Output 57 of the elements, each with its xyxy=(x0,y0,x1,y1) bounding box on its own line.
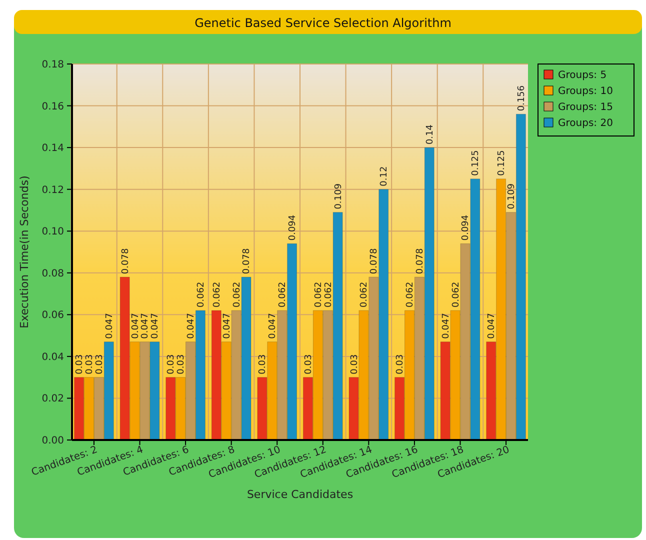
data-label: 0.125 xyxy=(471,150,482,176)
data-label: 0.03 xyxy=(304,354,314,374)
data-label: 0.109 xyxy=(507,183,517,210)
data-label: 0.062 xyxy=(405,282,416,308)
data-label: 0.047 xyxy=(268,313,278,339)
data-label: 0.062 xyxy=(212,282,222,308)
data-label: 0.047 xyxy=(222,313,232,339)
x-axis-title: Service Candidates xyxy=(246,488,354,501)
y-axis-title: Execution Time(in Seconds) xyxy=(18,176,31,328)
chart-title: Genetic Based Service Selection Algorithm xyxy=(194,16,452,30)
y-tick-label: 0.04 xyxy=(42,352,64,363)
data-label: 0.047 xyxy=(487,313,498,339)
y-tick-label: 0.16 xyxy=(42,101,64,112)
data-label: 0.125 xyxy=(497,150,508,176)
data-label: 0.078 xyxy=(120,248,131,274)
data-label: 0.03 xyxy=(75,354,86,374)
data-label: 0.03 xyxy=(85,354,95,374)
data-label: 0.062 xyxy=(232,282,242,308)
data-label: 0.047 xyxy=(104,313,115,339)
data-label: 0.062 xyxy=(196,282,206,308)
y-tick-label: 0.14 xyxy=(42,143,64,154)
y-tick-label: 0.06 xyxy=(42,310,64,322)
y-tick-label: 0.18 xyxy=(42,60,64,70)
data-label: 0.047 xyxy=(150,313,161,339)
y-tick-label: 0.08 xyxy=(42,268,64,280)
data-label: 0.03 xyxy=(258,354,268,374)
data-label: 0.094 xyxy=(288,214,298,241)
y-tick-label: 0.02 xyxy=(42,394,64,405)
y-tick-label: 0.10 xyxy=(42,226,64,238)
data-label: 0.062 xyxy=(278,282,288,308)
legend-label: Groups: 20 xyxy=(558,118,613,129)
data-label: 0.047 xyxy=(140,313,151,339)
data-label: 0.12 xyxy=(380,166,390,186)
y-tick-label: 0.00 xyxy=(42,436,64,446)
data-label: 0.03 xyxy=(176,354,187,374)
data-label: 0.062 xyxy=(360,282,370,308)
data-label: 0.047 xyxy=(186,313,197,339)
data-label: 0.109 xyxy=(334,183,344,210)
data-label: 0.062 xyxy=(451,282,462,308)
data-label: 0.078 xyxy=(415,248,426,274)
legend-label: Groups: 15 xyxy=(558,102,613,113)
y-tick-label: 0.12 xyxy=(42,184,64,196)
data-label: 0.14 xyxy=(425,124,436,145)
data-label: 0.062 xyxy=(314,282,324,308)
data-label: 0.03 xyxy=(166,354,177,374)
data-label: 0.03 xyxy=(350,354,360,374)
data-label: 0.078 xyxy=(370,248,380,274)
data-label: 0.047 xyxy=(130,313,141,339)
data-label: 0.03 xyxy=(396,354,406,374)
data-label: 0.03 xyxy=(94,354,105,374)
data-label: 0.078 xyxy=(242,248,252,274)
data-label: 0.094 xyxy=(461,214,472,241)
data-label: 0.062 xyxy=(324,282,334,308)
data-label: 0.047 xyxy=(441,313,452,339)
legend-label: Groups: 5 xyxy=(558,70,607,81)
data-label: 0.156 xyxy=(516,85,527,112)
legend-label: Groups: 10 xyxy=(558,86,613,97)
